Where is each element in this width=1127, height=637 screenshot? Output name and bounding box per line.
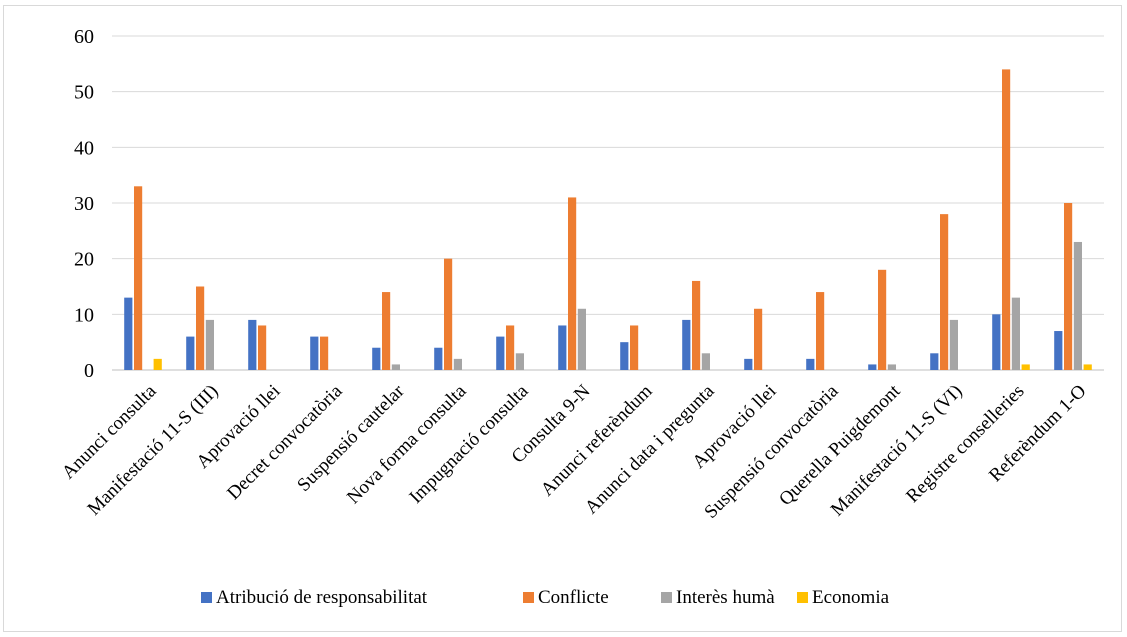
legend-label: Conflicte bbox=[538, 587, 609, 608]
bars bbox=[124, 69, 1092, 371]
y-tick-label: 30 bbox=[74, 193, 94, 215]
bar bbox=[930, 353, 939, 370]
bar bbox=[630, 325, 639, 370]
bar bbox=[1054, 331, 1063, 370]
bar bbox=[391, 364, 400, 370]
y-tick-label: 50 bbox=[74, 82, 94, 104]
bar bbox=[134, 186, 143, 370]
bar bbox=[940, 214, 949, 370]
legend-swatch bbox=[201, 592, 212, 603]
bar bbox=[754, 308, 763, 370]
x-category-label: Suspensió cautelar bbox=[293, 380, 409, 496]
bar bbox=[1002, 69, 1011, 371]
bar bbox=[558, 325, 567, 370]
legend: Atribució de responsabilitat Conflicte Int… bbox=[201, 587, 890, 608]
bar bbox=[816, 292, 825, 370]
x-category-label: Nova forma consulta bbox=[343, 380, 471, 508]
bar bbox=[153, 358, 162, 370]
bar bbox=[310, 336, 319, 370]
bar bbox=[744, 358, 753, 370]
bar bbox=[992, 314, 1001, 370]
bar bbox=[205, 319, 214, 370]
bar bbox=[701, 353, 710, 370]
bar bbox=[434, 347, 443, 370]
bar bbox=[444, 258, 453, 370]
y-tick-label: 20 bbox=[74, 249, 94, 271]
x-category-label: Impugnació consulta bbox=[405, 380, 533, 508]
x-category-label: Registre conselleries bbox=[902, 381, 1028, 507]
bar bbox=[320, 336, 329, 370]
legend-swatch bbox=[523, 592, 534, 603]
bar bbox=[682, 319, 691, 370]
bar bbox=[258, 325, 267, 370]
y-tick-label: 40 bbox=[74, 137, 94, 159]
x-category-label: Decret convocatòria bbox=[223, 380, 347, 504]
x-category-label: Querella Puigdemont bbox=[775, 380, 905, 510]
legend-label: Economia bbox=[812, 587, 890, 608]
bar bbox=[515, 353, 524, 370]
bar bbox=[568, 197, 577, 370]
bar bbox=[692, 280, 701, 370]
bar bbox=[124, 297, 133, 370]
bar bbox=[868, 364, 877, 370]
gridlines bbox=[112, 35, 1104, 371]
bar bbox=[887, 364, 896, 370]
bar bbox=[949, 319, 958, 370]
bar bbox=[248, 319, 257, 370]
bar bbox=[196, 286, 205, 370]
bar bbox=[577, 308, 586, 370]
legend-swatch bbox=[797, 592, 808, 603]
legend-label: Interès humà bbox=[676, 587, 775, 608]
bar bbox=[1073, 241, 1082, 370]
bar bbox=[372, 347, 381, 370]
y-tick-label: 0 bbox=[84, 360, 94, 382]
chart-frame bbox=[3, 5, 1122, 632]
bar bbox=[1064, 203, 1073, 370]
bar bbox=[506, 325, 515, 370]
y-axis-ticks: 0 10 20 30 40 50 60 bbox=[74, 26, 94, 382]
bar bbox=[186, 336, 195, 370]
bar bbox=[453, 358, 462, 370]
bar bbox=[878, 269, 887, 370]
bar bbox=[382, 292, 391, 370]
bar bbox=[1083, 364, 1092, 370]
y-tick-label: 10 bbox=[74, 304, 94, 326]
y-tick-label: 60 bbox=[74, 26, 94, 48]
legend-swatch bbox=[661, 592, 672, 603]
bar bbox=[1021, 364, 1030, 370]
x-category-label: Anunci referèndum bbox=[537, 381, 657, 501]
bar bbox=[806, 358, 815, 370]
bar bbox=[620, 342, 629, 370]
bar bbox=[496, 336, 505, 370]
legend-label: Atribució de responsabilitat bbox=[216, 587, 428, 608]
bar bbox=[1011, 297, 1020, 370]
